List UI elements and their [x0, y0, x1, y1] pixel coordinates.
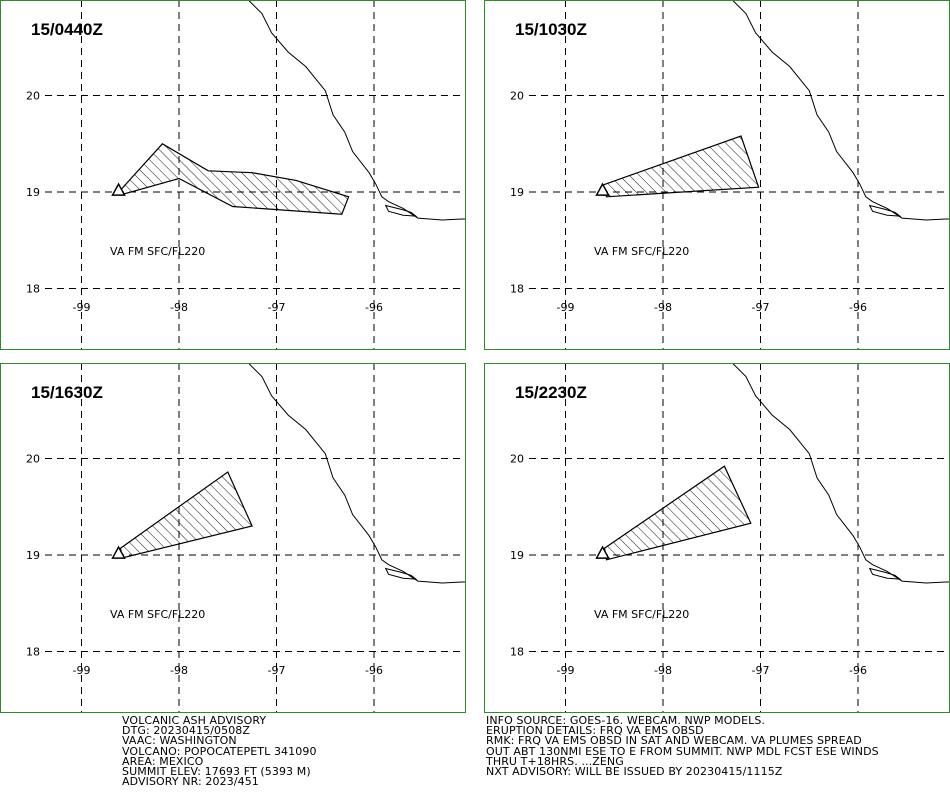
lon-tick-label: -98 — [170, 301, 188, 314]
lat-tick-label: 20 — [510, 453, 524, 466]
volcano-triangle-icon — [111, 545, 126, 559]
lon-tick-label: -99 — [557, 301, 575, 314]
advisory-next: NXT ADVISORY: WILL BE ISSUED BY 20230415… — [486, 765, 783, 779]
va-level-label: VA FM SFC/FL220 — [594, 245, 689, 258]
advisory-title: VOLCANIC ASH ADVISORY — [122, 714, 267, 727]
lon-tick-label: -97 — [268, 301, 286, 314]
lon-tick-label: -98 — [654, 301, 672, 314]
lat-tick-label: 19 — [26, 186, 40, 199]
coastline — [732, 364, 949, 584]
advisory-details-block: INFO SOURCE: GOES-16. WEBCAM. NWP MODELS… — [486, 714, 879, 779]
lon-tick-label: -96 — [365, 664, 383, 677]
panel-time-title: 15/0440Z — [31, 20, 103, 39]
lon-tick-label: -96 — [849, 664, 867, 677]
lon-tick-label: -99 — [73, 301, 91, 314]
ash-plume-polygon — [119, 143, 350, 215]
va-level-label: VA FM SFC/FL220 — [110, 245, 205, 258]
advisory-remark-line-1: RMK: FRQ VA EMS OBSD IN SAT AND WEBCAM. … — [486, 734, 862, 748]
lon-tick-label: -97 — [752, 301, 770, 314]
volcano-triangle-icon — [111, 182, 126, 196]
lat-tick-label: 20 — [26, 90, 40, 103]
lon-tick-label: -96 — [849, 301, 867, 314]
advisory-remark-line-3: THRU T+18HRS. ...ZENG — [486, 754, 624, 768]
coastal-lagoon — [868, 567, 902, 580]
lat-tick-label: 18 — [26, 283, 40, 296]
advisory-number: ADVISORY NR: 2023/451 — [122, 775, 259, 789]
panel-frame — [484, 363, 950, 713]
volcano-triangle-icon — [595, 545, 610, 559]
advisory-summit-elev: SUMMIT ELEV: 17693 FT (5393 M) — [122, 765, 311, 779]
map-panel-p4: -99 -98 -97 -96 20 19 18 15/2230Z VA FM SFC/FL22… — [484, 363, 950, 713]
coastal-lagoon — [868, 204, 902, 217]
lat-tick-label: 18 — [510, 646, 524, 659]
map-panel-p2: -99 -98 -97 -96 20 19 18 15/1030Z VA FM SFC/FL22… — [484, 0, 950, 350]
advisory-header-block: VOLCANIC ASH ADVISORY DTG: 20230415/0508… — [122, 714, 317, 789]
advisory-dtg: DTG: 20230415/0508Z — [122, 724, 251, 738]
advisory-eruption-details: ERUPTION DETAILS: FRQ VA EMS OBSD — [486, 724, 704, 738]
coastline — [248, 1, 465, 221]
panel-frame — [0, 363, 466, 713]
lon-tick-label: -97 — [752, 664, 770, 677]
coastline — [732, 1, 949, 221]
volcano-triangle-icon — [595, 182, 610, 196]
lon-tick-label: -99 — [73, 664, 91, 677]
panel-time-title: 15/1030Z — [515, 20, 587, 39]
advisory-info-source: INFO SOURCE: GOES-16. WEBCAM. NWP MODELS… — [486, 714, 766, 727]
coastal-lagoon — [384, 204, 418, 217]
lat-tick-label: 18 — [26, 646, 40, 659]
advisory-map-grid: -99 -98 -97 -96 20 19 18 15/0440Z VA FM SFC/FL22… — [0, 0, 950, 713]
va-level-label: VA FM SFC/FL220 — [594, 608, 689, 621]
panel-time-title: 15/2230Z — [515, 383, 587, 402]
lat-tick-label: 20 — [510, 90, 524, 103]
lon-tick-label: -96 — [365, 301, 383, 314]
lat-tick-label: 20 — [26, 453, 40, 466]
lon-tick-label: -98 — [654, 664, 672, 677]
map-panel-p3: -99 -98 -97 -96 20 19 18 15/1630Z VA FM SFC/FL22… — [0, 363, 466, 713]
lon-tick-label: -98 — [170, 664, 188, 677]
lat-tick-label: 18 — [510, 283, 524, 296]
advisory-vaac: VAAC: WASHINGTON — [122, 734, 237, 748]
advisory-volcano: VOLCANO: POPOCATEPETL 341090 — [122, 744, 317, 758]
va-level-label: VA FM SFC/FL220 — [110, 608, 205, 621]
lon-tick-label: -99 — [557, 664, 575, 677]
advisory-remark-line-2: OUT ABT 130NMI ESE TO E FROM SUMMIT. NWP… — [486, 744, 879, 758]
lat-tick-label: 19 — [510, 186, 524, 199]
map-panel-p1: -99 -98 -97 -96 20 19 18 15/0440Z VA FM SFC/FL22… — [0, 0, 466, 350]
advisory-area: AREA: MEXICO — [122, 754, 204, 768]
coastline — [248, 364, 465, 584]
lat-tick-label: 19 — [510, 549, 524, 562]
lon-tick-label: -97 — [268, 664, 286, 677]
panel-time-title: 15/1630Z — [31, 383, 103, 402]
lat-tick-label: 19 — [26, 549, 40, 562]
coastal-lagoon — [384, 567, 418, 580]
